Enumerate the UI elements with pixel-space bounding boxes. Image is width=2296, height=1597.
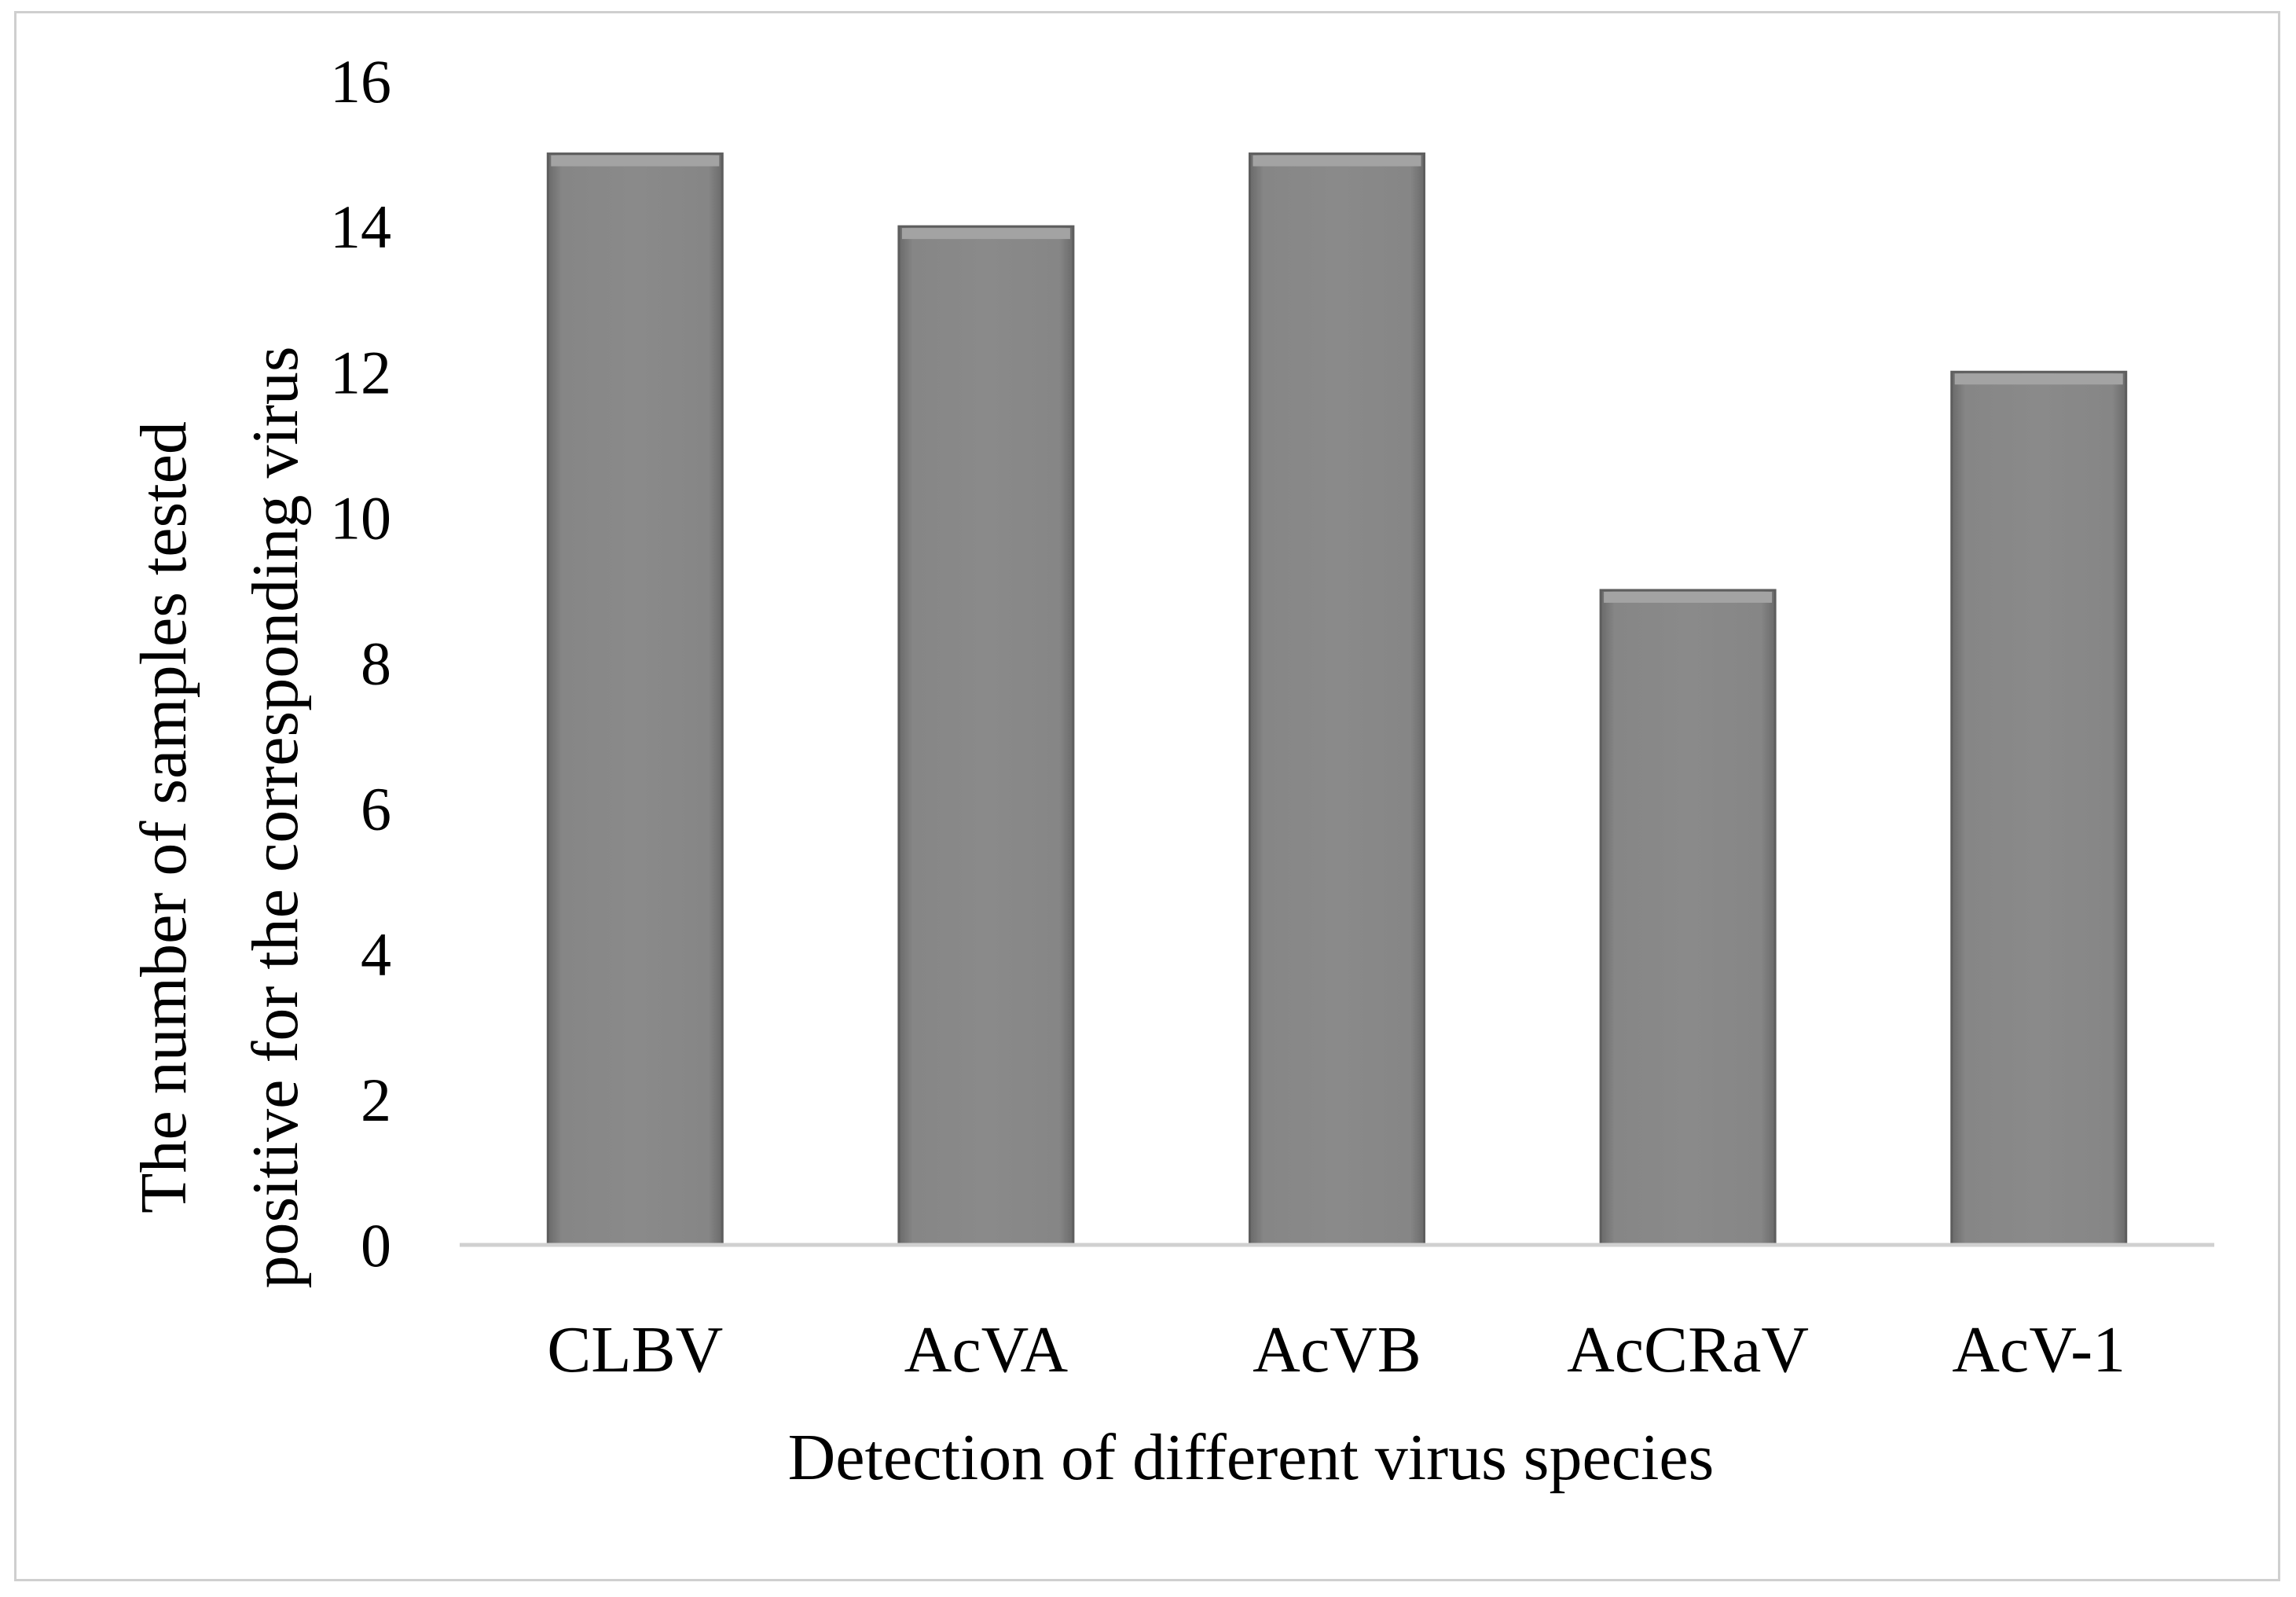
y-tick-labels: 0 2 4 6 8 10 12 14 16 — [330, 47, 391, 1279]
x-category-labels: CLBV AcVA AcVB AcCRaV AcV-1 — [547, 1313, 2125, 1386]
y-tick-label-10: 10 — [330, 483, 391, 552]
y-tick-label-16: 16 — [330, 47, 391, 116]
bar-body — [546, 152, 724, 1246]
bars-group — [546, 152, 2128, 1246]
y-tick-label-6: 6 — [361, 775, 391, 843]
y-tick-label-4: 4 — [361, 920, 391, 989]
x-tick-label-accrav: AcCRaV — [1567, 1313, 1809, 1386]
x-tick-label-acva: AcVA — [904, 1313, 1069, 1386]
bar-body — [1249, 152, 1425, 1246]
y-tick-label-2: 2 — [361, 1066, 391, 1134]
bar-accrav — [1599, 589, 1777, 1246]
bar-top-bevel — [901, 228, 1070, 240]
chart-frame — [14, 11, 2280, 1581]
x-tick-label-acv-1: AcV-1 — [1952, 1313, 2125, 1386]
bar-acva — [897, 225, 1075, 1246]
y-tick-label-14: 14 — [330, 193, 391, 261]
bar-acv-1 — [1950, 370, 2128, 1246]
bar-body — [1950, 370, 2128, 1246]
y-tick-label-8: 8 — [361, 630, 391, 698]
x-tick-label-acvb: AcVB — [1253, 1313, 1421, 1386]
bar-body — [897, 225, 1075, 1246]
bar-clbv — [546, 152, 724, 1246]
x-axis-title: Detection of different virus species — [788, 1421, 1715, 1494]
bar-top-bevel — [1954, 373, 2123, 385]
bar-body — [1599, 589, 1777, 1246]
y-axis-title-line-1: The number of samples tested — [127, 421, 200, 1213]
bar-top-bevel — [1604, 591, 1773, 603]
x-tick-label-clbv: CLBV — [547, 1313, 723, 1386]
y-tick-label-12: 12 — [330, 338, 391, 406]
y-tick-label-0: 0 — [361, 1211, 391, 1279]
bar-top-bevel — [551, 155, 720, 167]
bar-acvb — [1249, 152, 1425, 1246]
y-axis-title: The number of samples tested positive fo… — [127, 346, 312, 1288]
bar-top-bevel — [1253, 155, 1421, 167]
y-axis-title-line-2: positive for the corresponding virus — [239, 346, 312, 1288]
